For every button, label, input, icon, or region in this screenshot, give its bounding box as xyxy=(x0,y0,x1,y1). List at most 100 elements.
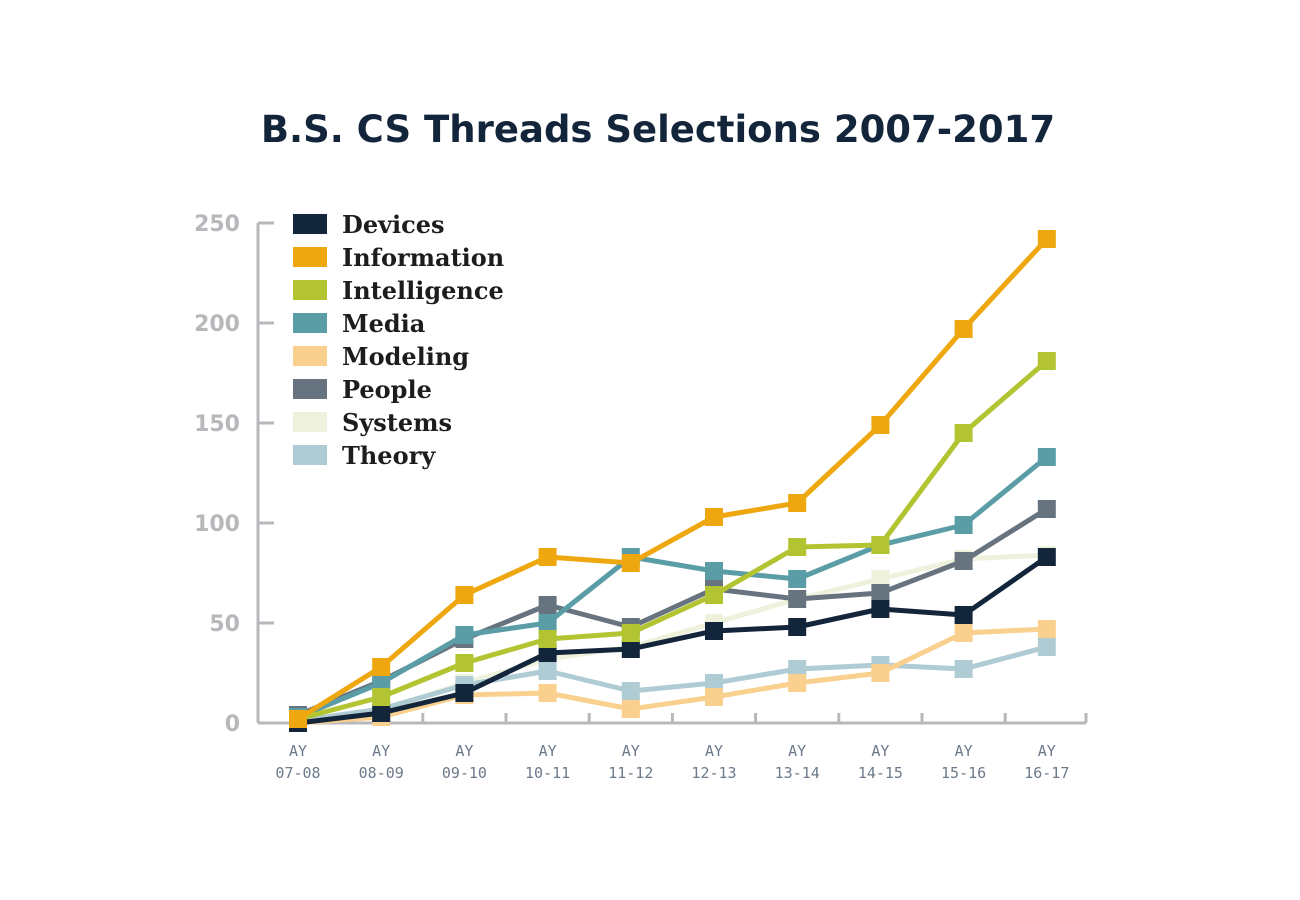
legend-swatch xyxy=(293,214,327,234)
series-layer xyxy=(289,230,1056,732)
series-line-information xyxy=(295,236,1050,722)
x-tick-label: AY 11-12 xyxy=(608,742,653,782)
legend-swatch xyxy=(293,379,327,399)
data-point-devices xyxy=(954,606,973,624)
data-point-devices xyxy=(1037,548,1056,566)
data-point-theory xyxy=(788,660,807,678)
legend-item-theory: Theory xyxy=(293,441,436,470)
data-point-media xyxy=(538,614,557,632)
data-point-information xyxy=(954,320,973,338)
data-point-people xyxy=(954,552,973,570)
data-point-intelligence xyxy=(1037,352,1056,370)
series-devices xyxy=(289,548,1056,732)
data-point-information xyxy=(788,494,807,512)
data-point-modeling xyxy=(621,700,640,718)
x-tick-label: AY 16-17 xyxy=(1024,742,1069,782)
data-point-people xyxy=(1037,500,1056,518)
series-line-devices xyxy=(295,554,1050,726)
y-tick-label: 50 xyxy=(209,612,240,637)
data-point-theory xyxy=(705,674,723,692)
data-point-intelligence xyxy=(788,538,807,556)
y-tick-label: 100 xyxy=(194,512,240,537)
legend-label: Information xyxy=(342,243,504,272)
data-point-media xyxy=(1037,448,1056,466)
data-point-theory xyxy=(621,682,640,700)
legend-item-media: Media xyxy=(293,309,425,338)
data-point-systems xyxy=(871,570,890,588)
data-point-information xyxy=(705,508,723,526)
series-line-modeling xyxy=(295,626,1050,726)
data-point-intelligence xyxy=(871,536,890,554)
legend-item-systems: Systems xyxy=(293,408,452,437)
data-point-information xyxy=(621,554,640,572)
legend-item-intelligence: Intelligence xyxy=(293,276,504,305)
data-point-media xyxy=(954,516,973,534)
x-tick-label: AY 07-08 xyxy=(275,742,320,782)
legend-label: Intelligence xyxy=(342,276,504,305)
data-point-intelligence xyxy=(372,688,391,706)
legend-label: Devices xyxy=(342,210,445,239)
series-line-media xyxy=(295,454,1050,720)
x-tick-label: AY 10-11 xyxy=(525,742,570,782)
data-point-intelligence xyxy=(538,630,557,648)
data-point-modeling xyxy=(954,624,973,642)
x-tick-label: AY 12-13 xyxy=(691,742,736,782)
x-tick-label: AY 09-10 xyxy=(442,742,487,782)
x-tick-label: AY 08-09 xyxy=(359,742,404,782)
x-tick-label: AY 13-14 xyxy=(775,742,820,782)
data-point-information xyxy=(871,416,890,434)
data-point-modeling xyxy=(1037,620,1056,638)
y-tick-label: 150 xyxy=(194,412,240,437)
legend-item-information: Information xyxy=(293,243,504,272)
data-point-devices xyxy=(455,684,474,702)
data-point-media xyxy=(788,570,807,588)
data-point-devices xyxy=(538,644,557,662)
data-point-theory xyxy=(1037,638,1056,656)
data-point-modeling xyxy=(538,684,557,702)
data-point-people xyxy=(788,590,807,608)
data-point-modeling xyxy=(705,688,723,706)
x-axis-tick-labels: AY 07-08 AY 08-09 AY 09-10 AY 10-11 AY 11-12 AY 12-… xyxy=(275,742,1069,782)
data-point-information xyxy=(289,710,307,728)
legend-swatch xyxy=(293,445,327,465)
data-point-information xyxy=(538,548,557,566)
data-point-modeling xyxy=(871,664,890,682)
series-intelligence xyxy=(289,352,1056,728)
legend-label: Modeling xyxy=(342,342,469,371)
x-tick-label: AY 14-15 xyxy=(858,742,903,782)
data-point-media xyxy=(705,562,723,580)
data-point-media xyxy=(455,626,474,644)
legend-label: Media xyxy=(342,309,425,338)
y-tick-label: 250 xyxy=(194,212,240,237)
legend-label: Theory xyxy=(342,441,436,470)
series-line-intelligence xyxy=(295,358,1050,722)
x-tick-label: AY 15-16 xyxy=(941,742,986,782)
legend-swatch xyxy=(293,280,327,300)
data-point-devices xyxy=(705,622,723,640)
data-point-intelligence xyxy=(954,424,973,442)
data-point-information xyxy=(1037,230,1056,248)
legend-swatch xyxy=(293,346,327,366)
legend-swatch xyxy=(293,313,327,333)
legend-swatch xyxy=(293,412,327,432)
data-point-theory xyxy=(954,660,973,678)
legend-label: Systems xyxy=(342,408,452,437)
series-information xyxy=(289,230,1056,728)
chart-title: B.S. CS Threads Selections 2007-2017 xyxy=(261,108,1055,151)
legend: Devices Information Intelligence Media Model… xyxy=(293,210,504,470)
chart-axes xyxy=(256,221,1088,725)
data-point-intelligence xyxy=(705,586,723,604)
data-point-intelligence xyxy=(455,654,474,672)
data-point-intelligence xyxy=(621,624,640,642)
y-axis-tick-labels: 0 50 100 150 200 250 xyxy=(194,212,240,737)
legend-swatch xyxy=(293,247,327,267)
series-media xyxy=(289,448,1056,726)
data-point-modeling xyxy=(788,674,807,692)
data-point-devices xyxy=(372,704,391,722)
data-point-devices xyxy=(621,640,640,658)
data-point-people xyxy=(871,584,890,602)
data-point-people xyxy=(538,596,557,614)
legend-item-devices: Devices xyxy=(293,210,445,239)
legend-item-people: People xyxy=(293,375,432,404)
